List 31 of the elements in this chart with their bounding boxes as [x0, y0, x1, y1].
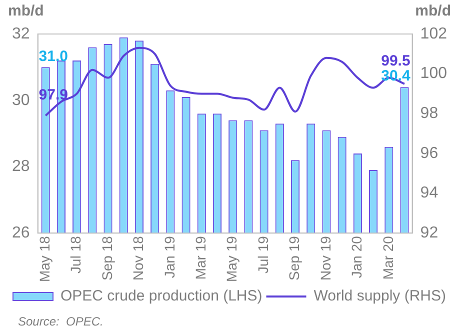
data-label: 31.0 — [38, 48, 68, 65]
x-tick-label: Jul 19 — [254, 236, 271, 274]
x-tick-label: Mar 20 — [380, 236, 396, 280]
y2-tick-label: 94 — [420, 184, 438, 202]
y2-tick-label: 98 — [420, 105, 438, 122]
x-tick-label: Jan 20 — [348, 236, 365, 278]
x-tick-label: Jan 19 — [161, 236, 178, 278]
y-axis-title: mb/d — [8, 2, 44, 20]
legend-label: OPEC crude production (LHS) — [60, 288, 262, 305]
x-tick-label: Nov 18 — [130, 236, 146, 280]
y2-tick-label: 100 — [420, 65, 448, 82]
y-tick-label: 30 — [12, 92, 30, 109]
y2-tick-label: 96 — [420, 144, 438, 162]
x-tick-label: Nov 19 — [317, 236, 334, 280]
source-note: Source: OPEC. — [18, 314, 104, 328]
x-tick-label: Mar 19 — [192, 236, 209, 280]
x-tick-label: Sep 18 — [98, 236, 115, 280]
y-tick-label: 26 — [12, 224, 30, 242]
x-tick-label: May 18 — [36, 236, 52, 282]
x-tick-label: Sep 19 — [286, 236, 302, 280]
data-label: 99.5 — [381, 52, 410, 70]
data-label: 30.4 — [381, 68, 411, 85]
y2-tick-label: 102 — [420, 25, 448, 42]
legend-label: World supply (RHS) — [314, 288, 446, 305]
y-tick-label: 32 — [12, 25, 30, 42]
x-tick-label: May 19 — [224, 236, 240, 282]
data-label: 97.9 — [38, 86, 68, 104]
y2-axis-title: mb/d — [415, 2, 451, 20]
y-tick-label: 28 — [12, 158, 30, 176]
y2-tick-label: 92 — [420, 224, 438, 242]
x-tick-label: Jul 18 — [68, 236, 84, 274]
